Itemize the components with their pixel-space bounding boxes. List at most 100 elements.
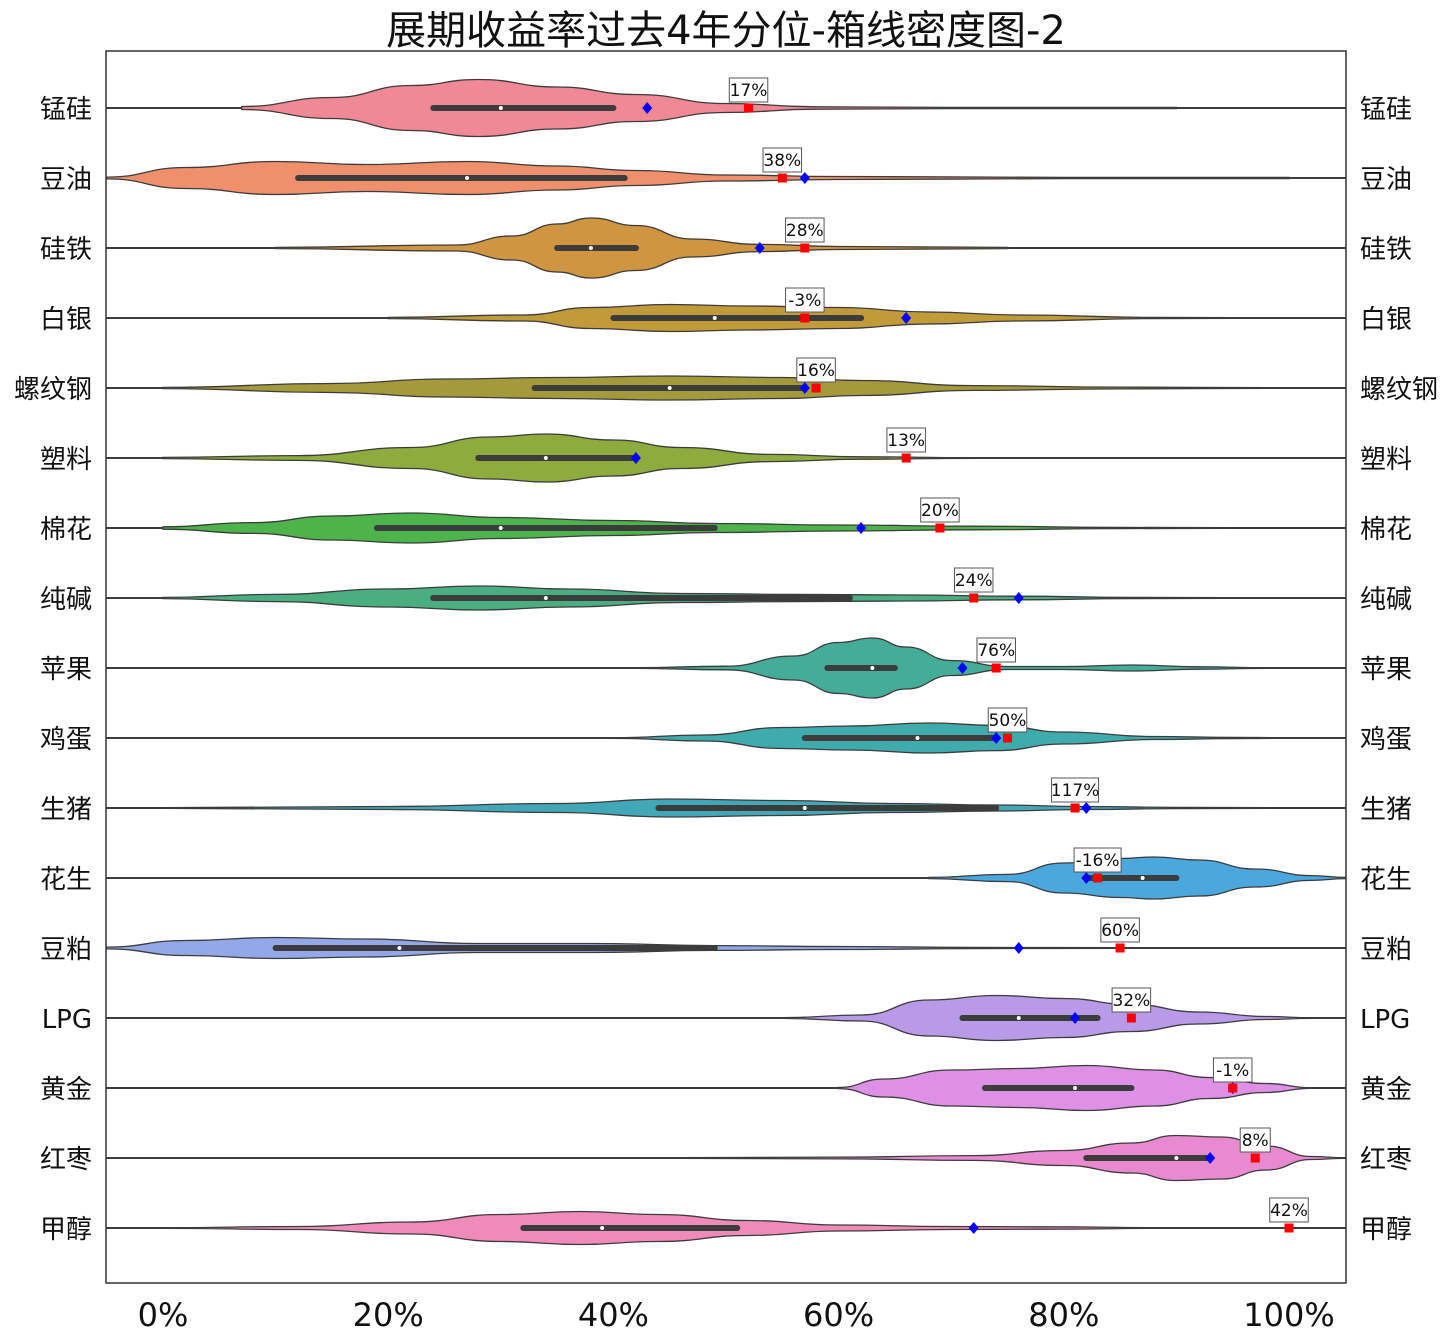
- current-percentile-marker: [935, 523, 945, 533]
- violin-row: -1%: [106, 1057, 1346, 1112]
- current-percentile-marker: [800, 313, 810, 323]
- current-percentile-marker: [991, 663, 1001, 673]
- current-percentile-marker: [811, 383, 821, 393]
- previous-percentile-marker: [957, 662, 968, 674]
- median-dot: [712, 316, 717, 320]
- annotation-box: [1111, 987, 1152, 1013]
- median-dot: [667, 386, 672, 390]
- median-dot: [543, 456, 548, 460]
- current-percentile-marker: [1115, 943, 1125, 953]
- previous-percentile-marker: [754, 242, 765, 254]
- previous-percentile-marker: [991, 732, 1002, 744]
- violin-row: 60%: [106, 917, 1346, 960]
- annotation-box: [920, 497, 960, 523]
- median-dot: [915, 736, 920, 740]
- previous-percentile-marker: [856, 522, 867, 534]
- annotation-label: -16%: [1076, 851, 1120, 871]
- y-label-left: 黄金: [40, 1075, 92, 1105]
- y-label-right: 红枣: [1360, 1145, 1412, 1175]
- x-tick-label: 60%: [803, 1296, 874, 1334]
- previous-percentile-marker: [1013, 592, 1024, 604]
- previous-percentile-marker: [1205, 1152, 1216, 1164]
- x-axis: 0% 20% 40% 60% 80% 100%: [138, 1296, 1335, 1334]
- median-dot: [588, 246, 593, 250]
- median-dot: [600, 1226, 605, 1230]
- current-percentile-marker: [1284, 1223, 1294, 1233]
- y-label-right: LPG: [1360, 1005, 1410, 1035]
- y-label-right: 纯碱: [1360, 585, 1412, 615]
- previous-percentile-marker: [1013, 942, 1024, 954]
- violin-body: [635, 637, 1268, 699]
- annotation-box: [762, 147, 803, 173]
- violin-row: 50%: [106, 707, 1346, 754]
- violin-body: [241, 78, 1178, 138]
- y-label-left: 甲醇: [40, 1215, 92, 1245]
- current-percentile-marker: [1003, 733, 1012, 743]
- annotation-box: [1269, 1197, 1309, 1223]
- annotation-box: [1212, 1057, 1253, 1083]
- y-label-left: 红枣: [40, 1145, 92, 1175]
- violin-row: 20%: [106, 497, 1346, 544]
- annotation-box: [1073, 847, 1122, 873]
- y-label-left: 豆油: [40, 165, 92, 195]
- current-percentile-marker: [1228, 1083, 1238, 1093]
- x-tick-label: 40%: [578, 1296, 649, 1334]
- previous-percentile-marker: [1070, 1012, 1081, 1024]
- median-dot: [1174, 1156, 1179, 1160]
- violin-row: 32%: [106, 987, 1346, 1042]
- annotation-label: 50%: [989, 711, 1027, 731]
- annotation-label: -3%: [788, 291, 821, 311]
- previous-percentile-marker: [799, 382, 810, 394]
- y-label-left: 豆粕: [40, 935, 92, 965]
- median-dot: [1016, 1016, 1021, 1020]
- y-label-right: 白银: [1360, 305, 1412, 335]
- y-label-right: 鸡蛋: [1360, 725, 1412, 755]
- y-label-right: 螺纹钢: [1360, 375, 1438, 405]
- previous-percentile-marker: [968, 1222, 979, 1234]
- annotation-label: -1%: [1216, 1061, 1249, 1081]
- y-label-right: 硅铁: [1360, 235, 1412, 265]
- annotation-label: 8%: [1242, 1131, 1269, 1151]
- violin-body: [106, 160, 1290, 196]
- violin-row: -16%: [106, 847, 1346, 900]
- median-dot: [397, 946, 402, 950]
- current-percentile-marker: [744, 103, 754, 113]
- y-label-right: 花生: [1360, 865, 1412, 895]
- violin-row: 17%: [106, 77, 1346, 138]
- y-label-right: 锰硅: [1360, 95, 1412, 125]
- violin-body: [274, 217, 1009, 279]
- annotation-box: [886, 427, 926, 453]
- current-percentile-marker: [1126, 1013, 1136, 1023]
- previous-percentile-marker: [901, 312, 912, 324]
- previous-percentile-marker: [1081, 802, 1092, 814]
- y-label-right: 苹果: [1360, 655, 1412, 685]
- annotation-box: [1239, 1127, 1271, 1153]
- median-dot: [870, 666, 875, 670]
- violin-row: -3%: [106, 287, 1346, 333]
- annotation-label: 24%: [955, 571, 993, 591]
- previous-percentile-marker: [1081, 872, 1092, 884]
- annotation-box: [785, 287, 825, 313]
- current-percentile-marker: [1250, 1153, 1260, 1163]
- annotation-box: [796, 357, 836, 383]
- y-label-right: 生猪: [1360, 795, 1412, 825]
- y-label-left: 螺纹钢: [14, 375, 92, 405]
- previous-percentile-marker: [799, 172, 810, 184]
- annotation-box: [987, 707, 1028, 733]
- median-dot: [543, 596, 548, 600]
- annotation-box: [976, 637, 1016, 663]
- x-tick-label: 100%: [1243, 1296, 1334, 1334]
- y-label-left: 苹果: [40, 655, 92, 685]
- annotation-label: 42%: [1270, 1201, 1308, 1221]
- y-label-left: 鸡蛋: [40, 725, 92, 755]
- violin-row: 38%: [106, 147, 1346, 196]
- y-label-left: 硅铁: [40, 235, 92, 265]
- annotation-label: 76%: [977, 641, 1015, 661]
- violin-row: 117%: [106, 777, 1346, 818]
- median-dot: [498, 526, 503, 530]
- y-label-left: 纯碱: [40, 585, 92, 615]
